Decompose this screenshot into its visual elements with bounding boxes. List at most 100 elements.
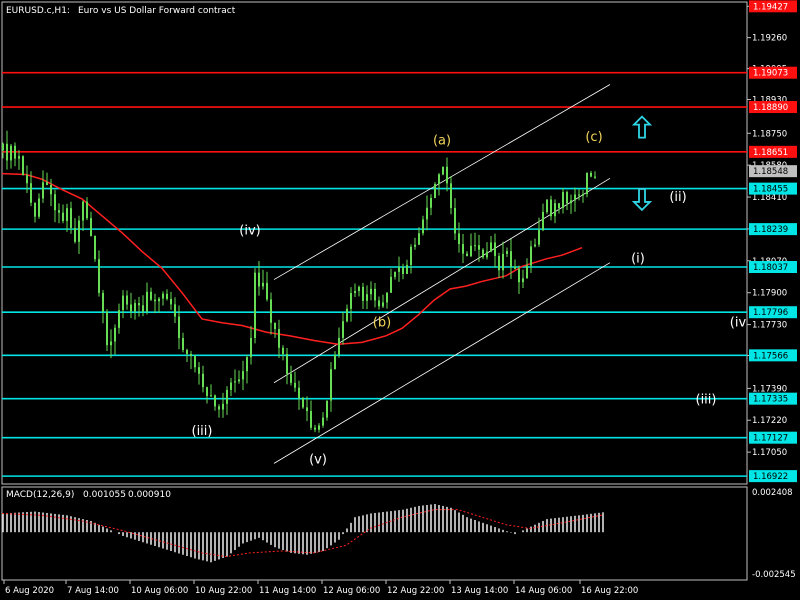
up-arrow-icon bbox=[631, 115, 653, 139]
support-level-label: 1.17335 bbox=[753, 395, 788, 405]
candle-body bbox=[526, 265, 528, 279]
price-tick-label: 1.17050 bbox=[752, 448, 787, 458]
current-price-label: 1.18548 bbox=[753, 167, 788, 177]
time-tick-label: 7 Aug 14:00 bbox=[67, 586, 119, 596]
candle-body bbox=[390, 276, 392, 293]
price-tick-label: 1.17220 bbox=[752, 416, 787, 426]
support-level-label: 1.17566 bbox=[753, 351, 788, 361]
moving-average bbox=[1, 172, 583, 346]
candle-body bbox=[154, 299, 156, 302]
candle-body bbox=[46, 182, 48, 185]
candle-body bbox=[430, 197, 432, 208]
candle-body bbox=[458, 233, 460, 245]
candle-body bbox=[570, 200, 572, 204]
support-level-box bbox=[749, 431, 797, 444]
candle-body bbox=[126, 295, 128, 305]
candle-body bbox=[234, 381, 236, 383]
candles bbox=[2, 130, 596, 433]
time-tick-label: 10 Aug 22:00 bbox=[195, 586, 252, 596]
candle-body bbox=[42, 182, 44, 199]
candle-body bbox=[414, 244, 416, 247]
candle-body bbox=[366, 294, 368, 301]
candle-body bbox=[494, 242, 496, 256]
support-level-box bbox=[749, 261, 797, 274]
candle-body bbox=[226, 389, 228, 404]
time-tick-label: 12 Aug 06:00 bbox=[323, 586, 380, 596]
candle-body bbox=[554, 203, 556, 217]
header-description: Euro vs US Dollar Forward contract bbox=[78, 6, 236, 16]
wave-label: (a) bbox=[433, 134, 451, 149]
candle-body bbox=[574, 194, 576, 201]
candle-body bbox=[422, 219, 424, 234]
candle-body bbox=[322, 417, 324, 426]
resistance-level-box bbox=[749, 145, 797, 158]
candle-body bbox=[150, 291, 152, 300]
candle-body bbox=[94, 235, 96, 260]
candle-body bbox=[130, 304, 132, 312]
header-symbol: EURUSD.c,H1: bbox=[6, 6, 70, 16]
candle-body bbox=[342, 321, 344, 338]
resistance-level-label: 1.18890 bbox=[753, 103, 788, 113]
candle-body bbox=[174, 304, 176, 317]
candle-body bbox=[378, 300, 380, 307]
price-tick-label: 1.17390 bbox=[752, 384, 787, 394]
candle-body bbox=[438, 174, 440, 185]
candle-body bbox=[146, 291, 148, 312]
candle-body bbox=[318, 425, 320, 430]
macd-top-tick: 0.002408 bbox=[752, 488, 793, 498]
candle-body bbox=[314, 427, 316, 430]
candle-body bbox=[374, 288, 376, 301]
candle-body bbox=[506, 251, 508, 254]
candle-body bbox=[122, 295, 124, 311]
wave-label: (iii) bbox=[696, 392, 717, 407]
price-tick-label: 1.17900 bbox=[752, 289, 787, 299]
resistance-level-box bbox=[749, 66, 797, 79]
candle-body bbox=[10, 145, 12, 161]
wave-label: (iv) bbox=[239, 224, 260, 239]
wave-label: (v) bbox=[309, 452, 327, 467]
candle-body bbox=[514, 266, 516, 269]
candle-body bbox=[158, 298, 160, 302]
price-tick-label: 1.17730 bbox=[752, 321, 787, 331]
candle-body bbox=[594, 176, 596, 178]
moving-average-line bbox=[1, 172, 583, 346]
macd-main-value: 0.001055 bbox=[83, 490, 126, 500]
top-price-label: 1.19427 bbox=[753, 2, 788, 12]
time-tick-label: 11 Aug 14:00 bbox=[259, 586, 316, 596]
wave-label: (b) bbox=[373, 315, 391, 330]
candle-body bbox=[302, 397, 304, 408]
candle-body bbox=[210, 395, 212, 397]
support-level-label: 1.18455 bbox=[753, 185, 788, 195]
candle-body bbox=[370, 288, 372, 295]
candle-body bbox=[22, 156, 24, 176]
candle-body bbox=[274, 322, 276, 330]
candle-body bbox=[478, 245, 480, 250]
wave-label: (i) bbox=[631, 252, 645, 267]
candle-body bbox=[254, 272, 256, 339]
candle-body bbox=[426, 207, 428, 220]
candle-body bbox=[86, 201, 88, 219]
candle-body bbox=[34, 202, 36, 217]
candle-body bbox=[490, 242, 492, 252]
candle-body bbox=[194, 356, 196, 368]
candle-body bbox=[102, 292, 104, 312]
support-level-label: 1.16922 bbox=[753, 472, 788, 482]
candle-body bbox=[258, 272, 260, 287]
candle-body bbox=[338, 337, 340, 355]
resistance-level-box bbox=[749, 101, 797, 114]
candle-body bbox=[582, 194, 584, 196]
time-axis: 6 Aug 2020 7 Aug 14:00 10 Aug 06:00 10 Aug … bbox=[3, 580, 638, 596]
macd-signal-line bbox=[1, 509, 603, 558]
candle-body bbox=[410, 246, 412, 265]
candle-body bbox=[394, 271, 396, 277]
support-level-box bbox=[749, 392, 797, 405]
candle-body bbox=[462, 244, 464, 254]
candle-body bbox=[310, 411, 312, 428]
candle-body bbox=[470, 245, 472, 257]
candle-body bbox=[282, 347, 284, 355]
candle-body bbox=[486, 251, 488, 258]
time-tick-label: 13 Aug 14:00 bbox=[451, 586, 508, 596]
candle-body bbox=[218, 406, 220, 410]
